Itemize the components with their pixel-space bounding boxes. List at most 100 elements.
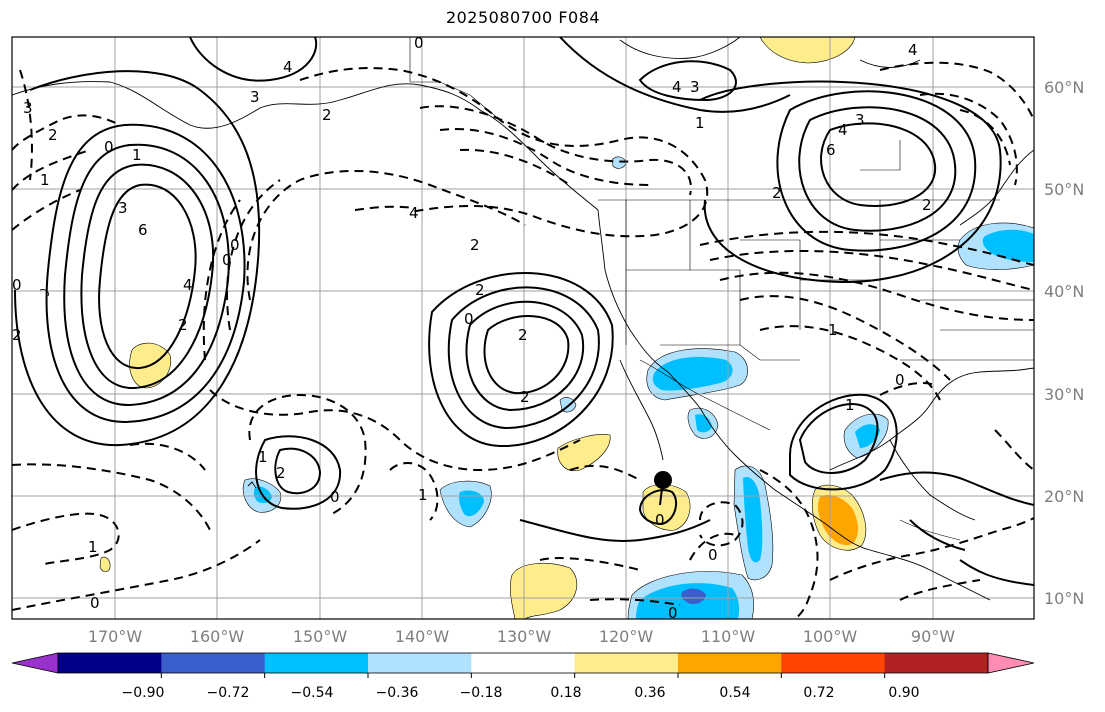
colorbar-segment	[161, 653, 266, 673]
lat-label: 40°N	[1044, 282, 1084, 301]
contour-label: 0	[668, 604, 678, 622]
contour-label: 4	[283, 58, 293, 76]
colorbar-tick-label: −0.54	[291, 685, 334, 701]
colorbar-ticks: −0.90 −0.72 −0.54 −0.36 −0.18 0.18 0.36 …	[122, 673, 920, 701]
lon-label: 160°W	[190, 627, 245, 646]
shade-pos-small-west	[99, 556, 111, 572]
storm-position-dot	[654, 471, 672, 489]
contour-label: 2	[48, 126, 58, 144]
colorbar: −0.90 −0.72 −0.54 −0.36 −0.18 0.18 0.36 …	[11, 652, 1035, 701]
contour-label: 3	[250, 88, 260, 106]
shade-neg-gulf-core	[855, 424, 880, 448]
contour-label: 2	[518, 326, 528, 344]
contour-label: 2	[772, 184, 782, 202]
shade-pos-baja	[557, 434, 611, 472]
colorbar-tick-label: −0.36	[376, 685, 419, 701]
lon-label: 170°W	[88, 627, 143, 646]
contour-label: 1	[418, 486, 428, 504]
contour-label: 3	[855, 111, 865, 129]
contour-labels: 0 4 4 3 2 3 2 1 0 1 0 4 3 2 6 4 2 0 0 4 …	[12, 37, 932, 622]
contour-label: 1	[845, 396, 855, 414]
contour-label: 1	[828, 321, 838, 339]
colorbar-segment	[471, 653, 576, 673]
contour-label: 2	[178, 316, 188, 334]
longitude-labels: 170°W 160°W 150°W 140°W 130°W 120°W 110°…	[88, 627, 955, 646]
contour-label: 3	[23, 99, 33, 117]
shade-pos-gulf-mexico-core	[817, 494, 858, 546]
shade-neg-greatlakes-core	[982, 229, 1034, 262]
colorbar-tick-label: −0.72	[207, 685, 250, 701]
contour-label: 0	[90, 594, 100, 612]
contour-label: 0	[895, 371, 905, 389]
lon-label: 150°W	[293, 627, 348, 646]
contour-label: 1	[88, 538, 98, 556]
lon-label: 100°W	[803, 627, 858, 646]
contour-label: 3	[118, 199, 128, 217]
contour-label: 2	[470, 236, 480, 254]
colorbar-tick-label: 0.72	[803, 685, 834, 701]
contour-label: 2	[12, 326, 22, 344]
contour-label: 0	[104, 138, 114, 156]
contour-label: 0	[655, 511, 665, 529]
contour-label: 4	[672, 78, 682, 96]
colorbar-tick-label: 0.90	[888, 685, 919, 701]
contour-label: 0	[222, 251, 232, 269]
contour-label: 2	[922, 196, 932, 214]
map-title: 2025080700 F084	[445, 8, 601, 27]
colorbar-extend-max	[987, 652, 1035, 674]
shade-pos-alaska	[759, 37, 856, 64]
lon-label: 140°W	[395, 627, 450, 646]
lon-label: 120°W	[599, 627, 654, 646]
contour-label: 4	[908, 41, 918, 59]
lat-label: 20°N	[1044, 487, 1084, 506]
lat-label: 10°N	[1044, 589, 1084, 608]
lat-label: 50°N	[1044, 180, 1084, 199]
contours-positive	[14, 37, 1034, 586]
contour-label: 6	[138, 221, 148, 239]
shade-neg-mexico-core	[695, 414, 712, 433]
contour-label: 4	[409, 204, 419, 222]
colorbar-segment	[884, 653, 989, 673]
shade-neg-central-core	[459, 490, 484, 517]
colorbar-segment	[781, 653, 886, 673]
colorbar-outline	[57, 652, 989, 674]
colorbar-segment	[264, 653, 369, 673]
contour-label: 0	[708, 546, 718, 564]
shade-pos-south	[510, 563, 578, 619]
contour-label: 4	[183, 276, 193, 294]
contour-label: 6	[826, 141, 836, 159]
contour-label: 0	[464, 310, 474, 328]
contour-label: 0	[230, 236, 240, 254]
contour-label: 0	[12, 276, 22, 294]
colorbar-segment	[58, 653, 162, 673]
contour-label: 2	[475, 281, 485, 299]
colorbar-tick-label: −0.18	[460, 685, 503, 701]
colorbar-tick-label: 0.36	[634, 685, 665, 701]
shade-neg-arizona-core	[652, 356, 733, 391]
storm-marker	[654, 471, 672, 506]
lat-label: 30°N	[1044, 385, 1084, 404]
contour-label: 0	[330, 488, 340, 506]
map-border	[11, 36, 1035, 620]
contours-negative	[12, 61, 1034, 619]
contour-label: 2	[276, 464, 286, 482]
latitude-labels: 60°N 50°N 40°N 30°N 20°N 10°N	[1044, 78, 1084, 608]
shade-neg-streamer-core	[743, 476, 763, 563]
colorbar-extend-min	[11, 652, 59, 674]
colorbar-segment	[574, 653, 679, 673]
contour-label: 2	[520, 388, 530, 406]
contour-label: 2	[322, 106, 332, 124]
shade-neg-bottom-strong	[681, 588, 706, 605]
colorbar-tick-label: 0.54	[719, 685, 750, 701]
contour-label: 1	[695, 114, 705, 132]
contour-label: 1	[40, 171, 50, 189]
contour-label: 3	[690, 78, 700, 96]
colorbar-segment	[678, 653, 782, 673]
contour-label: 4	[838, 121, 848, 139]
colorbar-tick-label: 0.18	[550, 685, 581, 701]
colorbar-segment	[368, 653, 472, 673]
lat-label: 60°N	[1044, 78, 1084, 97]
lon-label: 130°W	[497, 627, 552, 646]
contour-label: 1	[258, 448, 268, 466]
shaded-anomaly-regions	[99, 37, 1034, 619]
